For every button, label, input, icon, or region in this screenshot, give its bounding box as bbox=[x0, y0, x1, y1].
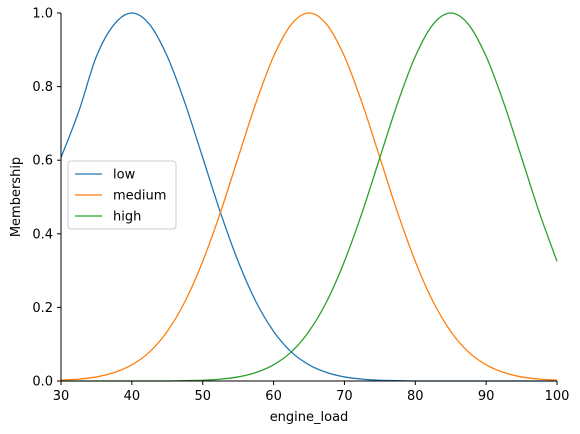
y-tick-label: 0.2 bbox=[32, 301, 53, 316]
x-tick-label: 80 bbox=[407, 389, 424, 404]
x-tick-label: 30 bbox=[53, 389, 70, 404]
x-tick-label: 70 bbox=[336, 389, 353, 404]
series-line-medium bbox=[60, 12, 558, 381]
legend: low medium high bbox=[67, 160, 177, 230]
x-tick-label: 100 bbox=[545, 389, 570, 404]
x-ticks: 30 40 50 60 70 80 90 100 bbox=[53, 381, 570, 404]
legend-label-medium: medium bbox=[113, 189, 166, 204]
legend-label-low: low bbox=[113, 168, 136, 183]
x-axis-title: engine_load bbox=[270, 410, 349, 425]
x-tick-label: 90 bbox=[478, 389, 495, 404]
x-tick-label: 40 bbox=[124, 389, 141, 404]
x-tick-label: 50 bbox=[194, 389, 211, 404]
y-axis-title: Membership bbox=[9, 157, 24, 237]
y-tick-label: 1.0 bbox=[32, 7, 53, 22]
y-ticks: 0.0 0.2 0.4 0.6 0.8 1.0 bbox=[32, 7, 61, 390]
legend-box bbox=[67, 160, 177, 230]
x-tick-label: 60 bbox=[265, 389, 282, 404]
axes bbox=[60, 13, 557, 382]
y-tick-label: 0.4 bbox=[32, 227, 53, 242]
y-tick-label: 0.6 bbox=[32, 154, 53, 169]
legend-label-high: high bbox=[113, 210, 141, 225]
y-tick-label: 0.0 bbox=[32, 375, 53, 390]
y-tick-label: 0.8 bbox=[32, 80, 53, 95]
